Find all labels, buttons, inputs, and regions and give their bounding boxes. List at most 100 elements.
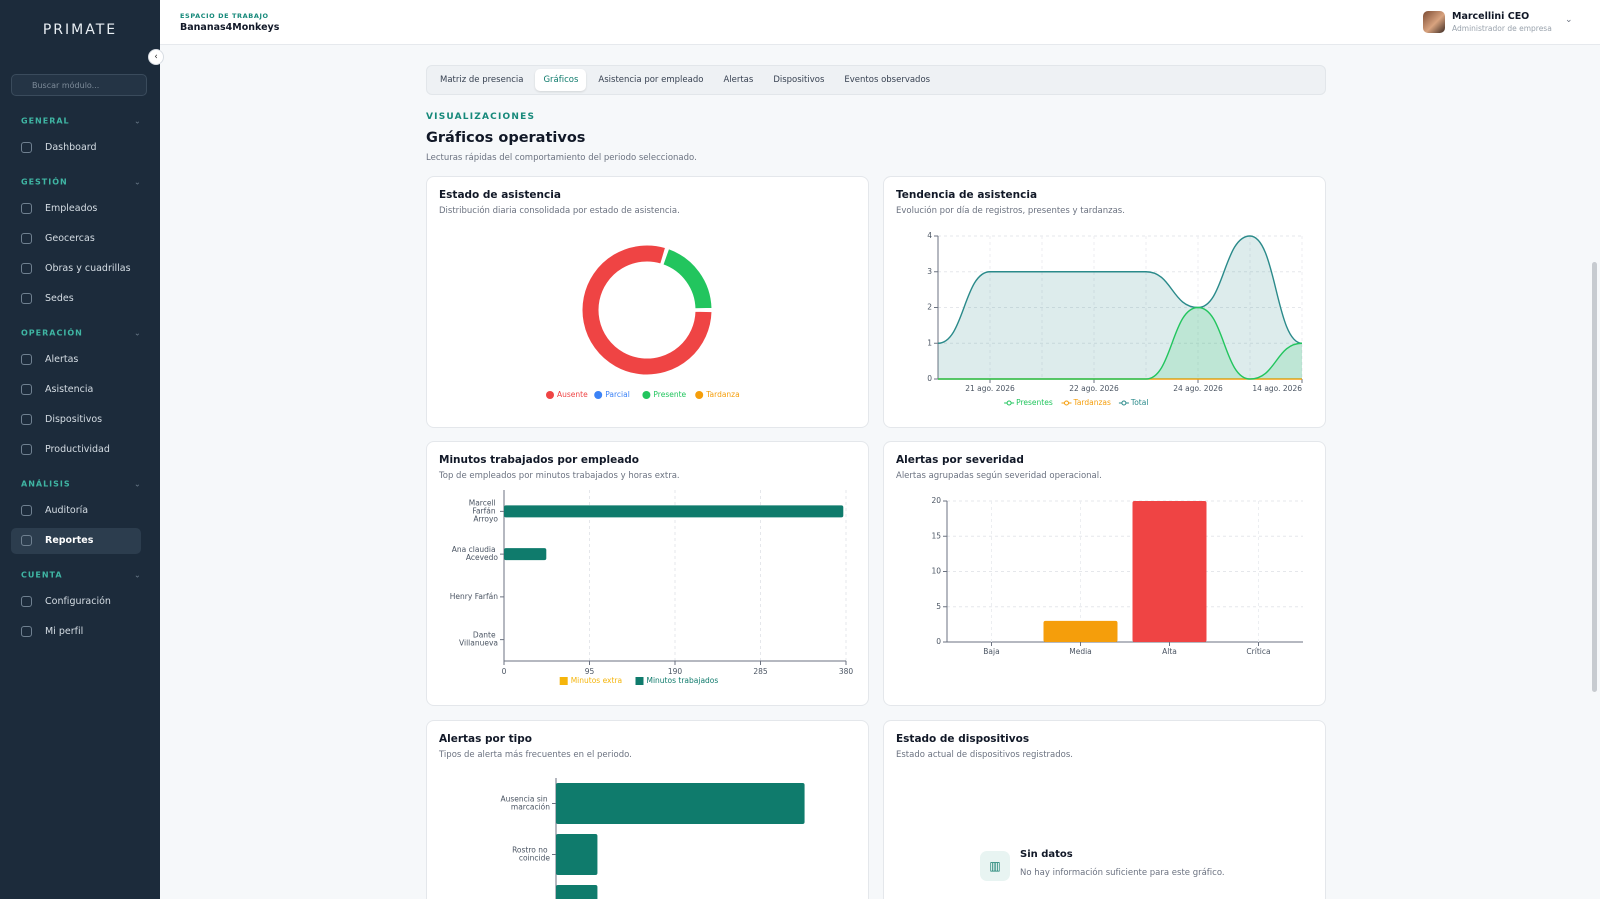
- nav-item[interactable]: Configuración: [11, 589, 141, 615]
- nav-item[interactable]: Dashboard: [11, 135, 141, 161]
- x-tick-label: 21 ago. 2026: [965, 384, 1015, 393]
- nav-icon: [21, 414, 32, 425]
- nav-group-toggle[interactable]: ⌄: [134, 116, 141, 126]
- nav-item[interactable]: Asistencia: [11, 377, 141, 403]
- card-subtitle: Estado actual de dispositivos registrado…: [896, 750, 1073, 760]
- nav-label: Empleados: [45, 203, 98, 214]
- x-tick-label: 24 ago. 2026: [1173, 384, 1223, 393]
- nav-icon: [21, 535, 32, 546]
- nav-group-toggle[interactable]: ⌄: [134, 177, 141, 187]
- x-tick-label: 190: [668, 667, 683, 676]
- user-name[interactable]: Marcellini CEO: [1452, 11, 1530, 22]
- y-tick-label: 0: [936, 637, 941, 646]
- nav-item[interactable]: Productividad: [11, 437, 141, 463]
- x-tick-label: 0: [502, 667, 507, 676]
- card-title: Tendencia de asistencia: [896, 189, 1038, 201]
- nav-item[interactable]: Mi perfil: [11, 619, 141, 645]
- legend-swatch: [559, 677, 568, 685]
- nav-icon: [21, 354, 32, 365]
- tab[interactable]: Matriz de presencia: [440, 75, 524, 85]
- card-title: Alertas por severidad: [896, 454, 1024, 466]
- tab[interactable]: Dispositivos: [773, 75, 825, 85]
- section-eyebrow: VISUALIZACIONES: [426, 112, 536, 122]
- top-bar: ESPACIO DE TRABAJO Bananas4Monkeys Marce…: [160, 0, 1600, 45]
- search-input[interactable]: Buscar módulo...: [11, 74, 147, 96]
- sidebar: PRIMATE Buscar módulo... GENERAL ⌄ Dashboa…: [0, 0, 160, 899]
- area: [938, 236, 1302, 379]
- x-tick-label: 14 ago. 2026: [1252, 384, 1302, 393]
- tabs: Matriz de presencia Gráficos Asistencia po…: [426, 65, 1326, 95]
- legend-swatch: [546, 391, 554, 399]
- user-menu[interactable]: ⌄: [1565, 15, 1573, 25]
- nav-item[interactable]: Dispositivos: [11, 407, 141, 433]
- nav-icon: [21, 142, 32, 153]
- tab[interactable]: Asistencia por empleado: [598, 75, 704, 85]
- tab[interactable]: Gráficos: [535, 69, 587, 91]
- card: Estado de asistencia Distribución diaria …: [426, 176, 869, 428]
- card-subtitle: Evolución por día de registros, presente…: [896, 206, 1125, 216]
- y-tick-label: 2: [927, 303, 932, 312]
- tab[interactable]: Eventos observados: [844, 75, 931, 85]
- legend-swatch: [1121, 400, 1127, 406]
- nav-item[interactable]: Alertas: [11, 347, 141, 373]
- nav-label: Mi perfil: [45, 626, 84, 637]
- nav-item[interactable]: Empleados: [11, 196, 141, 222]
- nav-group-toggle[interactable]: ⌄: [134, 570, 141, 580]
- empty-text: No hay información suficiente para este …: [1020, 868, 1225, 878]
- bar: [1043, 620, 1118, 642]
- nav-label: Dashboard: [45, 142, 97, 153]
- card-subtitle: Alertas agrupadas según severidad operac…: [896, 471, 1102, 481]
- legend-swatch: [695, 391, 704, 399]
- nav-group-title: GENERAL: [21, 116, 70, 126]
- legend-label: Tardanza: [705, 390, 740, 399]
- card-title: Estado de asistencia: [439, 189, 561, 201]
- y-tick-label: 0: [927, 374, 932, 383]
- card: Minutos trabajados por empleado Top de em…: [426, 441, 869, 706]
- nav-icon: [21, 505, 32, 516]
- workspace[interactable]: Bananas4Monkeys: [180, 22, 280, 33]
- collapse-button[interactable]: ‹: [148, 49, 164, 65]
- nav-label: Auditoría: [45, 505, 89, 516]
- nav-label: Sedes: [45, 293, 74, 304]
- nav-item[interactable]: Reportes: [11, 528, 141, 554]
- y-tick-label: 15: [931, 531, 941, 540]
- nav-item[interactable]: Sedes: [11, 286, 141, 312]
- legend-label: Minutos trabajados: [647, 676, 719, 685]
- nav-icon: [21, 626, 32, 637]
- nav-item[interactable]: Geocercas: [11, 226, 141, 252]
- nav-group-toggle[interactable]: ⌄: [134, 479, 141, 489]
- legend-swatch: [594, 391, 603, 399]
- x-tick-label: 380: [839, 667, 854, 676]
- nav-label: Geocercas: [45, 233, 95, 244]
- workspace-label: ESPACIO DE TRABAJO: [180, 12, 269, 20]
- nav-item[interactable]: Auditoría: [11, 498, 141, 524]
- bar: [504, 505, 844, 518]
- bar: [556, 885, 598, 899]
- nav-group-toggle[interactable]: ⌄: [134, 328, 141, 338]
- card: Alertas por severidad Alertas agrupadas s…: [883, 441, 1326, 706]
- legend-label: Ausente: [557, 390, 588, 399]
- nav-icon: [21, 233, 32, 244]
- y-tick-label: 10: [931, 567, 941, 576]
- nav-item[interactable]: Obras y cuadrillas: [11, 256, 141, 282]
- x-tick-label: 285: [753, 667, 768, 676]
- donut-segment: [581, 244, 713, 376]
- avatar[interactable]: [1423, 11, 1445, 33]
- tab[interactable]: Alertas: [723, 75, 754, 85]
- card-title: Alertas por tipo: [439, 733, 532, 745]
- scrollbar[interactable]: [1592, 262, 1597, 692]
- x-tick-label: Crítica: [1246, 647, 1270, 656]
- card-subtitle: Top de empleados por minutos trabajados …: [439, 471, 680, 481]
- brand: PRIMATE: [42, 22, 118, 38]
- nav-group-title: GESTIÓN: [21, 177, 68, 187]
- nav-label: Configuración: [45, 596, 111, 607]
- line: [937, 306, 1303, 380]
- x-tick-label: Alta: [1162, 647, 1177, 656]
- y-tick-label: 20: [931, 496, 941, 505]
- card-subtitle: Distribución diaria consolidada por esta…: [439, 206, 680, 216]
- nav-label: Productividad: [45, 444, 110, 455]
- nav-icon: [21, 263, 32, 274]
- legend-label: Parcial: [605, 390, 630, 399]
